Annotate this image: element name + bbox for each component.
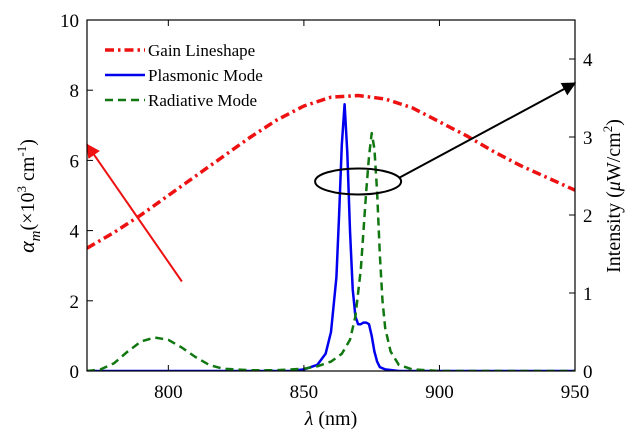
x-tick-label: 900	[425, 382, 454, 403]
y-left-tick-label: 8	[70, 81, 80, 102]
y-left-tick-label: 10	[60, 11, 79, 32]
x-tick-label: 850	[290, 382, 319, 403]
y-right-tick-label: 2	[583, 206, 593, 227]
annotation-arrow	[398, 82, 577, 179]
x-tick-label: 800	[154, 382, 183, 403]
annotation-arrow	[86, 143, 183, 283]
y-left-tick-label: 6	[70, 151, 80, 172]
y-right-tick-label: 3	[583, 128, 593, 149]
y-left-tick-label: 2	[70, 292, 80, 313]
legend-item-radiative-mode: Radiative Mode	[105, 91, 257, 110]
y-left-axis-title: αm(×103 cm-1)	[14, 139, 44, 253]
annotation-ellipse	[314, 167, 403, 196]
y-left-tick-label: 0	[70, 362, 80, 383]
y-right-axis-ticks: 0 1 2 3 4	[569, 50, 593, 383]
legend: Gain Lineshape Plasmonic Mode Radiative …	[105, 41, 263, 110]
legend-label-radiative: Radiative Mode	[148, 91, 257, 110]
annotation-layer	[86, 82, 577, 283]
series-gain-lineshape	[87, 93, 575, 250]
series-plasmonic-mode	[87, 102, 575, 371]
x-axis-ticks: 800 850 900 950	[154, 20, 589, 403]
series-radiative-mode	[87, 131, 575, 371]
legend-item-gain-lineshape: Gain Lineshape	[105, 41, 255, 60]
x-axis-title: λ (nm)	[304, 408, 358, 430]
legend-item-plasmonic-mode: Plasmonic Mode	[105, 66, 263, 85]
y-left-tick-label: 4	[70, 222, 80, 243]
x-tick-label: 950	[561, 382, 590, 403]
y-right-tick-label: 4	[583, 50, 593, 71]
legend-label-plasmonic: Plasmonic Mode	[148, 66, 263, 85]
series-layer	[87, 93, 575, 371]
plot-frame	[86, 19, 576, 372]
y-left-axis-ticks: 0 2 4 6 8 10	[60, 11, 93, 383]
y-right-tick-label: 1	[583, 284, 593, 305]
y-right-tick-label: 0	[583, 362, 593, 383]
y-right-axis-title: Intensity (μW/cm2)	[600, 119, 625, 273]
legend-label-gain: Gain Lineshape	[148, 41, 255, 60]
